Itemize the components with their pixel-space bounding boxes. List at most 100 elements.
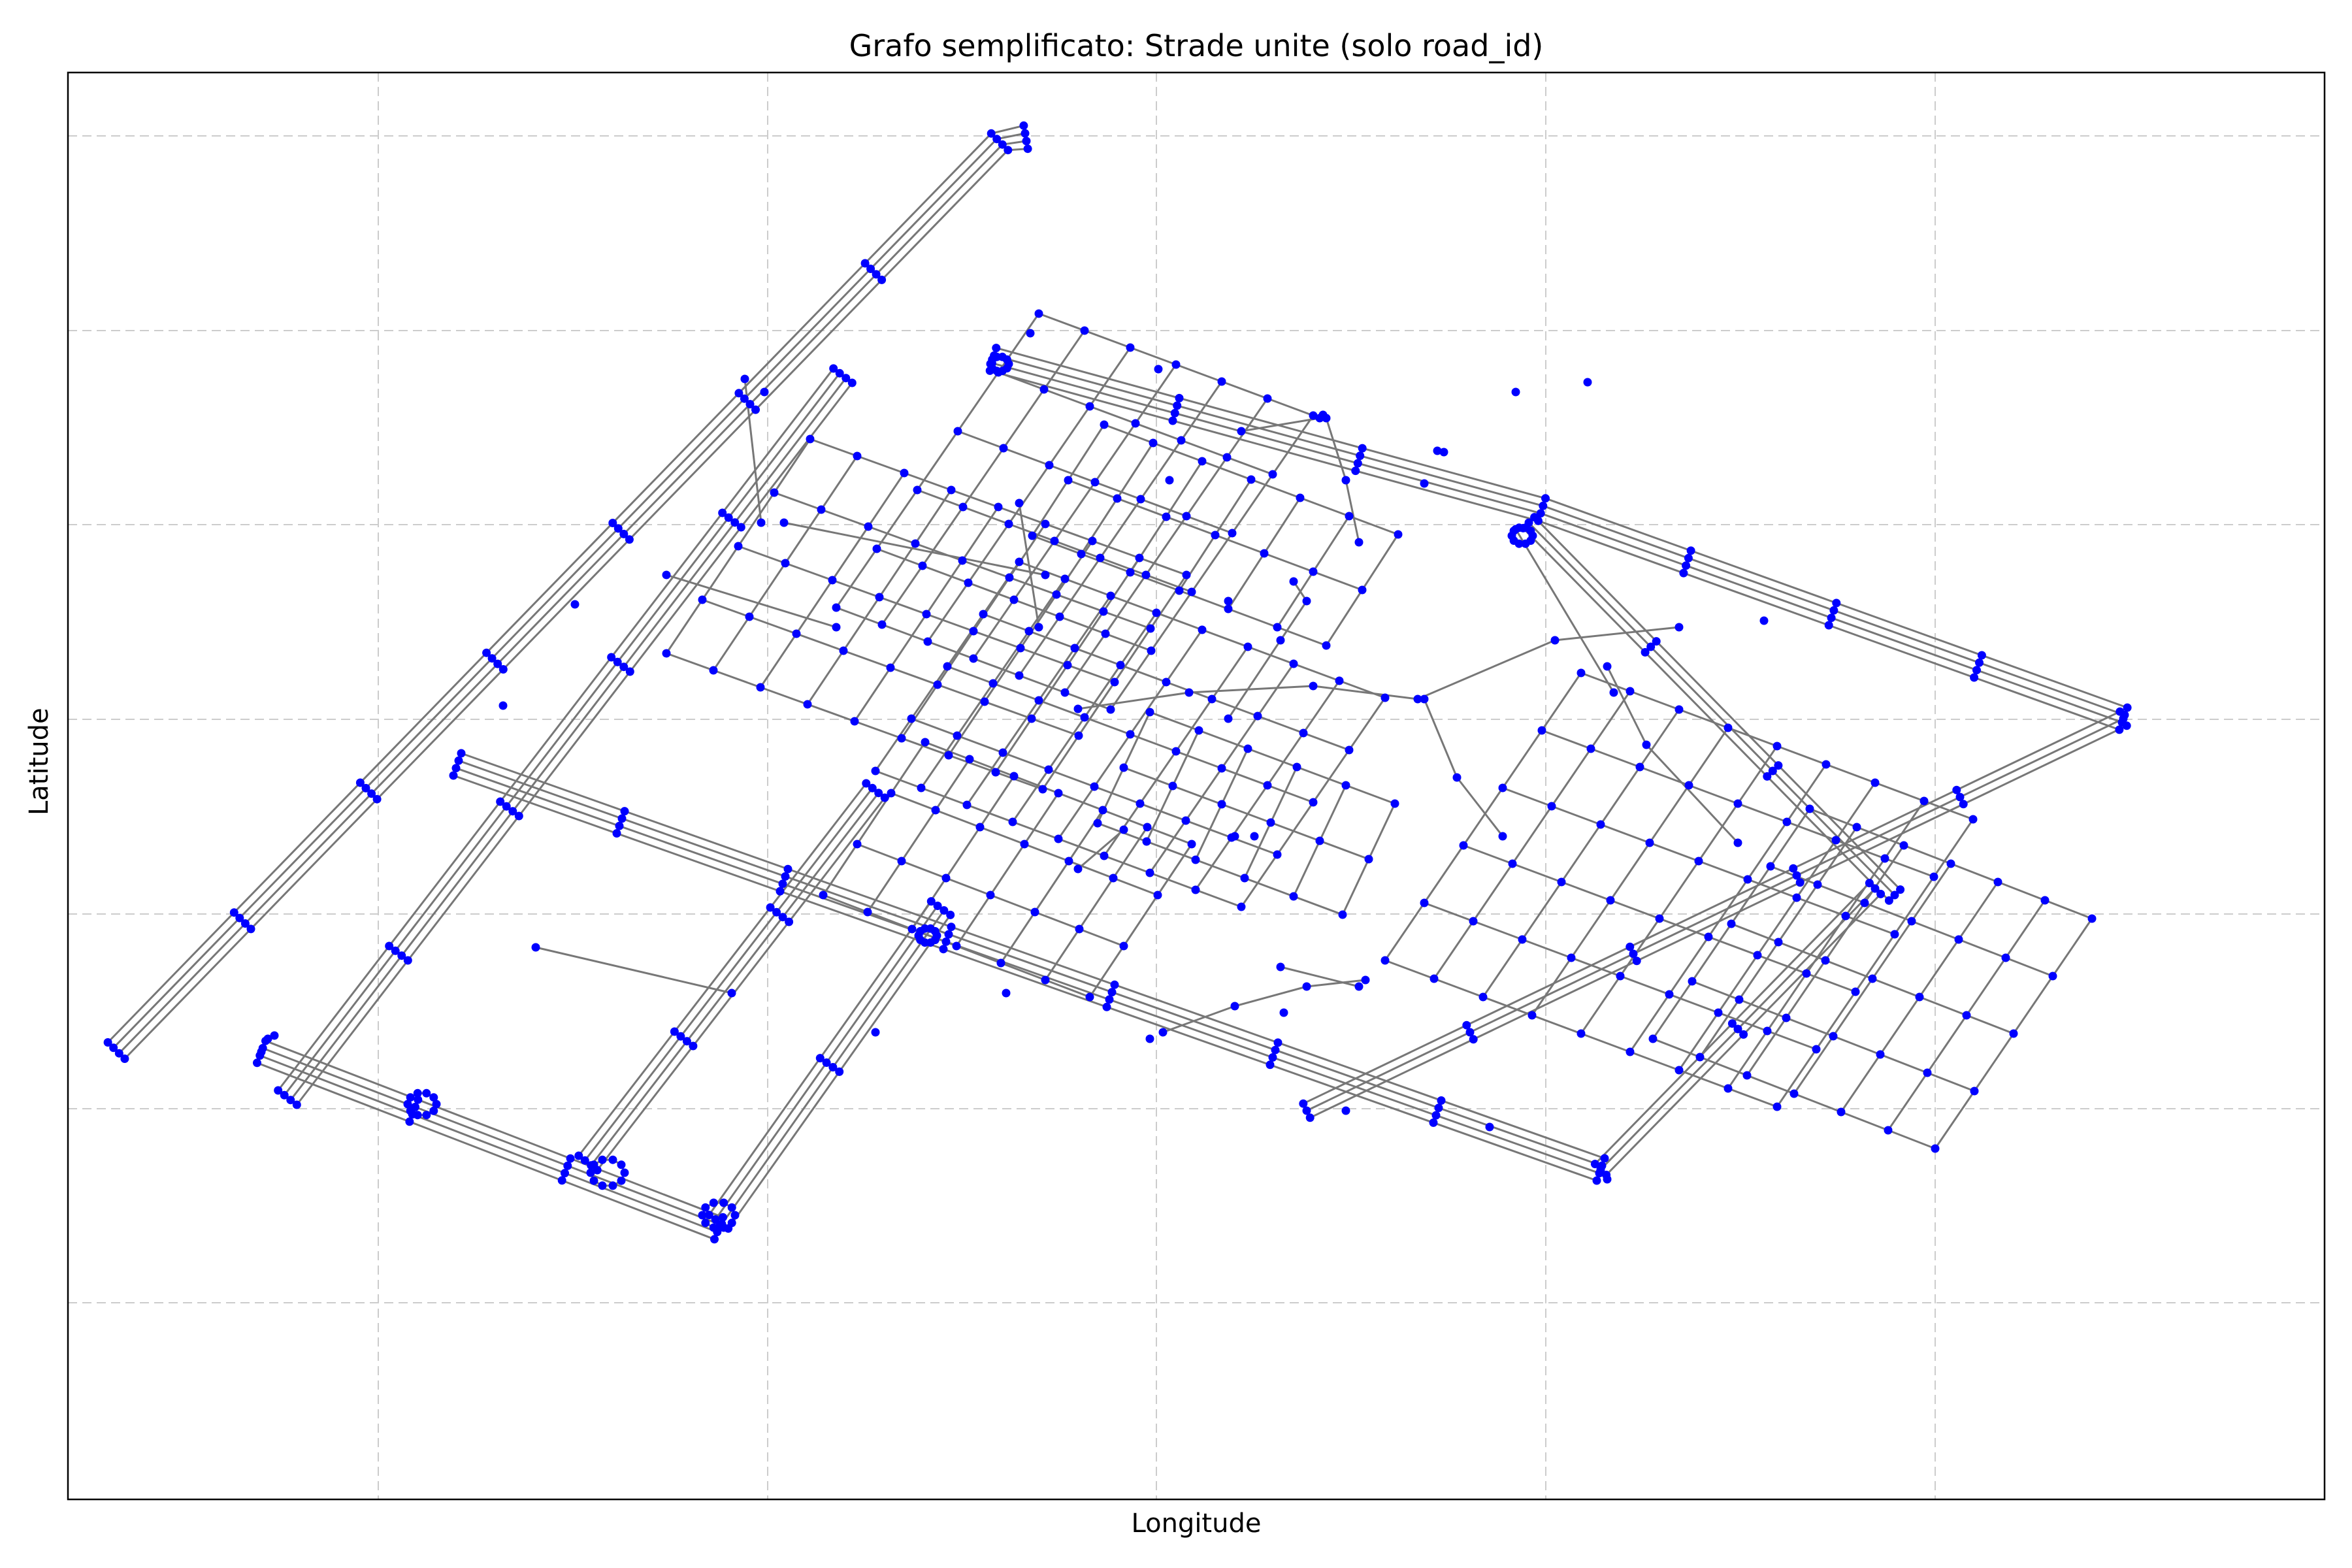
road-node-459 [1119, 763, 1128, 772]
road-edge-428 [1785, 959, 1827, 1019]
road-node-399 [1625, 1047, 1635, 1056]
road-node-29 [372, 794, 382, 804]
road-edge-359 [1580, 975, 1622, 1035]
road-node-442 [1946, 859, 1955, 868]
road-edge-286 [945, 826, 981, 879]
road-edge-287 [979, 826, 1026, 845]
road-edge-172 [947, 700, 986, 757]
road-edge-73 [1007, 464, 1051, 525]
road-edge-358 [1580, 1032, 1631, 1053]
road-edge-120 [701, 545, 740, 601]
road-node-114 [1429, 1118, 1438, 1127]
road-edge-210 [1064, 578, 1112, 597]
road-node-10 [235, 913, 244, 923]
road-edge-205 [956, 682, 994, 737]
road-node-144 [580, 1156, 589, 1165]
road-node-117 [385, 941, 394, 951]
road-edge-289 [1013, 775, 1060, 794]
road-node-485 [1175, 586, 1184, 595]
road-node-431 [1813, 880, 1822, 889]
road-node-531 [1073, 864, 1083, 874]
road-edge-188 [1138, 557, 1188, 576]
road-edge-80 [972, 598, 1015, 660]
road-edge-66 [1043, 329, 1086, 391]
road-edge-250 [1184, 767, 1223, 822]
road-node-118 [496, 797, 505, 806]
road-node-175 [1739, 1030, 1748, 1039]
road-node-412 [1763, 1026, 1772, 1036]
road-edge-123 [773, 491, 823, 511]
road-node-204 [1641, 647, 1650, 657]
road-node-326 [1145, 868, 1154, 877]
road-edge-265 [1240, 853, 1279, 908]
road-node-609 [1279, 1008, 1288, 1017]
road-node-244 [1263, 394, 1272, 403]
road-node-455 [2009, 1029, 2018, 1038]
road-edge-297 [1000, 962, 1047, 981]
road-node-456 [2048, 972, 2057, 981]
road-node-67 [2115, 725, 2124, 734]
road-edge-514 [1263, 552, 1315, 573]
road-edge-221 [1011, 768, 1050, 823]
road-edge-519 [1312, 570, 1364, 591]
road-edge-355 [1688, 784, 1739, 805]
road-node-535 [1034, 623, 1043, 632]
road-node-402 [1743, 875, 1752, 884]
road-edge-384 [1756, 954, 1808, 975]
road-node-460 [1145, 708, 1154, 717]
road-node-548 [608, 1181, 617, 1190]
road-node-383 [1557, 877, 1566, 887]
road-node-191 [1632, 956, 1641, 966]
road-edge-153 [853, 720, 903, 740]
road-node-478 [1100, 420, 1109, 429]
road-edge-88 [1134, 363, 1177, 425]
road-edge-380 [1678, 1069, 1729, 1090]
road-node-597 [1154, 365, 1163, 374]
road-node-276 [897, 734, 906, 743]
road-edge-61 [962, 506, 1010, 525]
road-node-262 [792, 629, 801, 638]
road-edge-257 [1194, 836, 1233, 891]
road-node-228 [1009, 595, 1019, 604]
road-node-541 [403, 1100, 412, 1109]
chart-title: Grafo semplificato: Strade unite (solo r… [849, 28, 1544, 63]
road-node-6 [860, 259, 870, 268]
road-edge-260 [1266, 784, 1315, 804]
road-node-330 [1289, 659, 1298, 668]
road-edge-400 [1884, 800, 1925, 860]
road-node-211 [913, 485, 922, 495]
road-node-349 [907, 924, 917, 934]
road-edge-394 [1766, 972, 1808, 1032]
road-node-379 [1586, 744, 1595, 753]
road-edge-164 [936, 683, 986, 703]
road-edge-456 [1965, 1014, 2015, 1035]
road-edge-237 [1201, 629, 1249, 648]
road-node-418 [1812, 1045, 1821, 1054]
road-edge-335 [1629, 690, 1680, 711]
road-node-154 [785, 917, 794, 926]
road-edge-30 [590, 792, 880, 1167]
road-node-471 [1315, 836, 1324, 845]
road-node-289 [1099, 607, 1108, 616]
road-edge-177 [1055, 593, 1105, 613]
road-node-188 [2119, 714, 2128, 723]
road-edge-396 [1805, 915, 1847, 975]
road-edge-425 [1746, 1074, 1795, 1095]
road-edge-65 [1043, 388, 1091, 408]
road-edge-141 [867, 525, 917, 545]
road-edge-533 [1456, 776, 1504, 838]
road-edge-357 [1727, 727, 1778, 747]
road-node-547 [617, 1176, 626, 1185]
road-node-606 [570, 600, 580, 609]
road-edge-453 [1887, 1071, 1929, 1132]
road-node-500 [1413, 694, 1422, 704]
road-edge-493 [1031, 479, 1070, 537]
road-node-236 [1136, 495, 1145, 504]
road-node-234 [1055, 612, 1064, 621]
road-node-515 [1642, 740, 1651, 749]
road-edge-159 [961, 559, 1011, 579]
road-edge-100 [1220, 380, 1269, 400]
road-node-611 [1002, 988, 1011, 998]
road-node-49 [1829, 606, 1838, 615]
road-node-414 [1841, 911, 1850, 921]
